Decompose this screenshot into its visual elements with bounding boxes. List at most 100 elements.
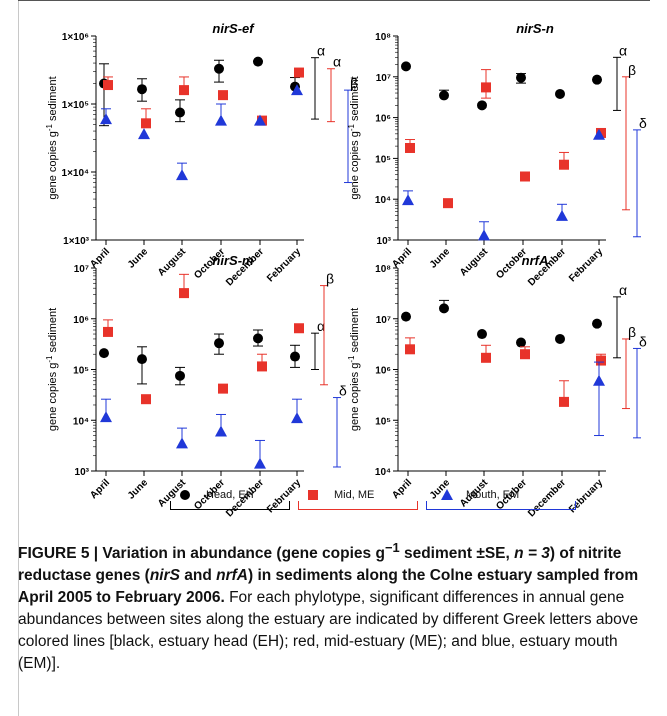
y-tick-label: 10⁷ [376,73,391,84]
y-tick-label: 10⁶ [73,315,89,326]
data-point-circle [401,311,411,322]
caption-and: and [179,567,217,585]
x-tick-label: June [126,477,151,502]
data-point-square [179,288,189,299]
data-point-triangle [100,113,112,125]
data-point-triangle [176,437,188,449]
data-point-circle [516,337,526,348]
y-tick-label: 10³ [377,236,392,247]
data-point-triangle [402,194,414,206]
data-point-square [405,344,415,355]
y-label-rest: sediment [47,76,59,124]
y-tick-label: 10⁴ [73,416,89,427]
y-tick-label: 1×10⁴ [62,168,90,179]
data-point-triangle [593,128,605,140]
data-point-circle [555,88,565,99]
data-point-square [559,396,569,407]
panel-title: nirS-m [212,253,254,268]
legend-square-icon [308,490,318,500]
data-point-square [103,326,113,337]
significance-letter: δ [639,333,647,349]
data-point-circle [253,333,263,344]
panel-title: nrfA [522,253,549,268]
significance-letter: α [317,43,325,59]
y-tick-label: 10⁸ [375,264,391,275]
figure-panels: nirS-ef gene copies g-1 sediment 1×10³ 1×10… [45,21,648,519]
panel-nirS-m: nirS-m gene copies g-1 sediment 10³ 10⁴ 10⁵ 1… [45,253,348,519]
data-point-circle [214,338,224,349]
y-label-exponent: -1 [347,355,356,363]
panel-title: nirS-n [516,21,554,36]
data-point-circle [137,84,147,95]
page-margin-line [18,0,19,716]
y-tick-label: 10³ [75,467,90,478]
significance-letter: β [628,324,636,340]
x-tick-label: June [126,246,151,271]
caption-gene2: nrfA [216,567,248,585]
panel-title: nirS-ef [212,21,255,36]
legend-item-head: Head, EH [170,485,290,515]
caption-label: FIGURE 5 | Variation in abundance (gene … [18,545,385,563]
data-point-square [103,80,113,91]
legend: Head, EH Mid, ME Mouth, EM [170,485,610,515]
top-rule [18,0,650,1]
data-point-circle [214,63,224,74]
data-point-circle [175,107,185,118]
caption-gene1: nirS [149,567,180,585]
data-point-circle [439,90,449,101]
caption-bold-b: ) in sediments along the Colne estuary s… [18,567,639,607]
y-label-rest: sediment [349,76,361,124]
data-point-square [443,198,453,209]
data-point-triangle [215,114,227,126]
legend-bracket-mouth [426,501,576,510]
data-point-triangle [254,457,266,469]
figure-caption: FIGURE 5 | Variation in abundance (gene … [18,537,650,675]
y-axis-label: gene copies g-1 sediment [347,76,362,199]
y-tick-label: 1×10⁵ [62,100,90,111]
legend-triangle-icon [441,489,453,500]
data-point-triangle [593,374,605,386]
y-tick-label: 1×10⁶ [62,32,89,43]
data-point-circle [175,370,185,381]
caption-bold-mid: sediment ±SE, [399,545,515,563]
data-point-circle [137,354,147,365]
significance-letter: δ [339,383,347,399]
y-tick-label: 10⁶ [375,114,391,125]
data-point-square [141,394,151,405]
y-tick-label: 10⁵ [73,366,89,377]
legend-label-mid: Mid, ME [334,489,375,501]
significance-letter: α [317,318,325,334]
significance-letter: α [619,282,627,298]
legend-item-mouth: Mouth, EM [426,485,576,515]
data-point-triangle [291,84,303,96]
data-point-triangle [100,411,112,423]
legend-bracket-mid [298,501,418,510]
y-label-exponent: -1 [45,355,54,363]
significance-letter: α [619,42,627,58]
y-tick-label: 10⁷ [74,264,89,275]
data-point-square [520,349,530,360]
y-label-rest: sediment [349,308,361,356]
caption-bold-a: ) of nitrite reductase genes ( [18,545,622,585]
legend-label-head: Head, EH [206,489,254,501]
panel-nirS-ef: nirS-ef gene copies g-1 sediment 1×10³ 1×10… [45,21,359,288]
x-tick-label: April [88,477,112,501]
data-point-square [559,159,569,170]
y-tick-label: 10⁴ [375,467,391,478]
data-point-square [218,383,228,394]
y-tick-label: 10⁷ [376,315,391,326]
data-point-square [179,85,189,96]
data-point-square [257,361,267,372]
y-tick-label: 10⁸ [375,32,391,43]
y-tick-label: 10⁴ [375,195,391,206]
panel-nrfA: nrfA gene copies g-1 sediment 10⁴ 10⁵ 10⁶ 10⁷… [347,253,648,519]
data-point-triangle [176,169,188,181]
caption-n: n = 3 [514,545,550,563]
y-axis-label: gene copies g-1 sediment [45,308,60,431]
data-point-square [405,142,415,153]
data-point-circle [516,72,526,83]
data-point-triangle [478,229,490,241]
y-tick-label: 10⁶ [375,366,391,377]
data-point-circle [555,333,565,344]
data-point-circle [290,351,300,362]
